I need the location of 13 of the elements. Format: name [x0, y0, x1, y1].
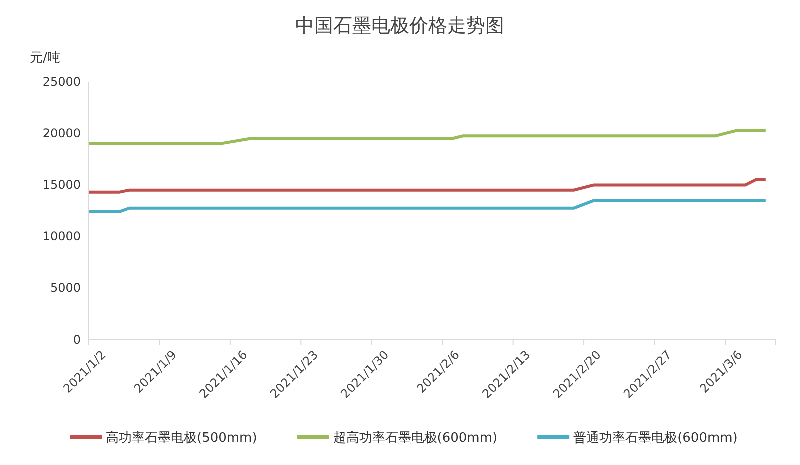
y-tick-label: 0	[73, 332, 81, 347]
y-tick-label: 20000	[42, 126, 81, 140]
y-tick-label: 15000	[42, 178, 81, 192]
y-tick-label: 25000	[42, 74, 81, 89]
legend-label: 普通功率石墨电极(600mm)	[574, 430, 738, 446]
line-series	[88, 178, 768, 194]
chart-title: 中国石墨电极价格走势图	[296, 15, 504, 37]
line-series	[88, 130, 768, 146]
y-tick-label: 5000	[50, 281, 81, 296]
y-axis-title: 元/吨	[30, 51, 60, 66]
legend-label: 高功率石墨电极(500mm)	[106, 430, 258, 446]
legend-label: 超高功率石墨电极(600mm)	[333, 430, 498, 446]
y-tick-label: 10000	[42, 230, 81, 244]
